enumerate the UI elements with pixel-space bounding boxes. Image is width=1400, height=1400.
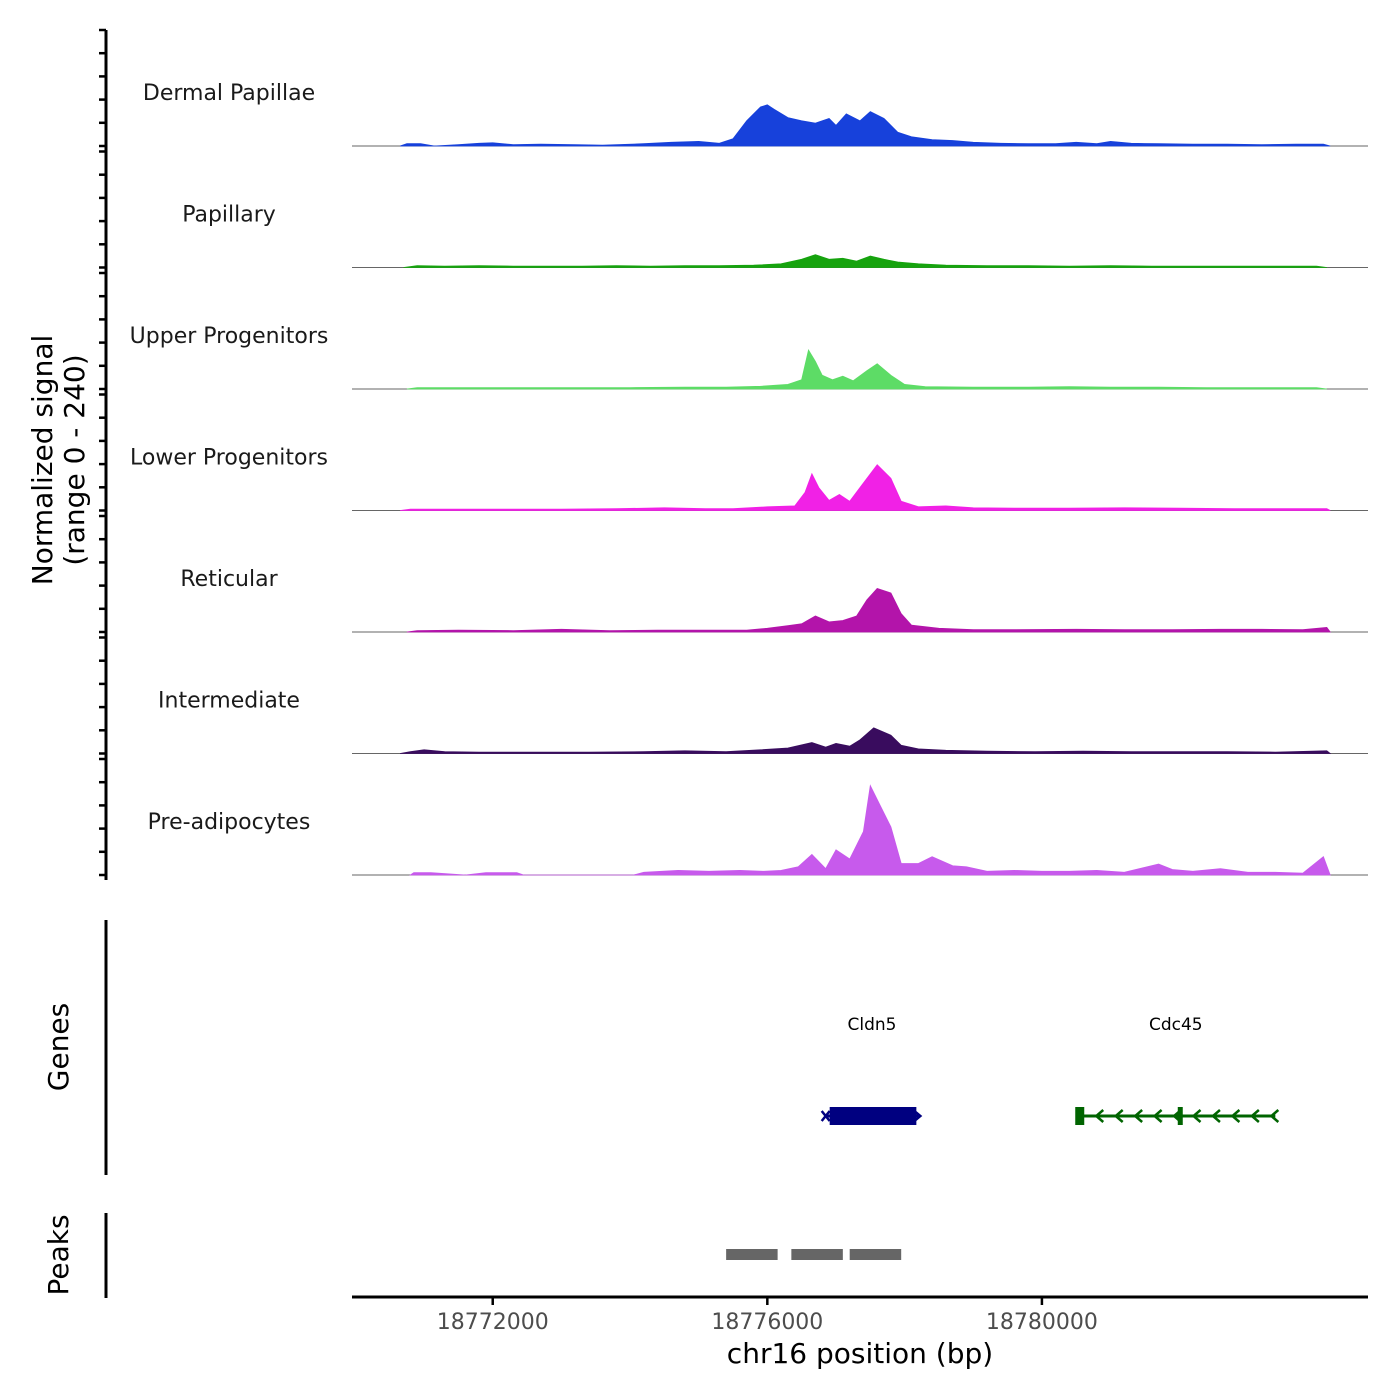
peak-track: [726, 1249, 902, 1260]
coverage-area-papillary: [403, 254, 1327, 268]
gene-strand-arrow: [1172, 1109, 1182, 1123]
track-label-upper-progenitors: Upper Progenitors: [130, 324, 329, 349]
track-label-dermal-papillae: Dermal Papillae: [143, 81, 315, 106]
track-lower-progenitors: Lower Progenitors: [130, 446, 1368, 511]
track-label-papillary: Papillary: [182, 203, 276, 228]
track-pre-adipocytes: Pre-adipocytes: [148, 784, 1368, 876]
gene-strand-marker: [820, 1110, 831, 1122]
track-dermal-papillae: Dermal Papillae: [143, 81, 1368, 147]
gene-strand-arrow: [1211, 1109, 1221, 1123]
coverage-area-pre-adipocytes: [409, 784, 1331, 876]
track-upper-progenitors: Upper Progenitors: [130, 324, 1368, 390]
gene-track: Cldn5 Cdc45: [820, 1015, 1280, 1125]
y-axis-title-line1: Normalized signal: [26, 335, 59, 586]
coverage-area-upper-progenitors: [406, 348, 1327, 390]
gene-strand-arrow: [1094, 1109, 1105, 1123]
coverage-area-lower-progenitors: [400, 464, 1331, 511]
gene-strand-arrow: [1249, 1109, 1260, 1123]
coverage-area-reticular: [406, 588, 1331, 633]
gene-strand-arrow: [913, 1110, 923, 1122]
gene-strand-arrow: [1191, 1109, 1202, 1123]
coverage-tracks: Dermal Papillae Papillary Upper Progenitor…: [130, 81, 1368, 876]
track-reticular: Reticular: [180, 567, 1368, 633]
x-tick-label: 18780000: [986, 1310, 1098, 1335]
x-tick-label: 18776000: [711, 1310, 823, 1335]
axes: 18772000 18776000 18780000: [99, 28, 1368, 1335]
gene-cdc45: Cdc45: [1075, 1015, 1280, 1125]
peak-region: [849, 1249, 902, 1260]
x-axis-title: chr16 position (bp): [727, 1337, 993, 1370]
gene-exon: [1075, 1107, 1085, 1125]
gene-cldn5: Cldn5: [820, 1015, 923, 1125]
track-label-intermediate: Intermediate: [158, 689, 300, 714]
y-axis-title-line2: (range 0 - 240): [58, 354, 91, 565]
coverage-area-dermal-papillae: [399, 104, 1331, 147]
track-intermediate: Intermediate: [158, 689, 1368, 754]
track-label-pre-adipocytes: Pre-adipocytes: [148, 810, 311, 835]
gene-exon: [829, 1107, 917, 1125]
coverage-area-intermediate: [400, 727, 1332, 754]
peak-region: [791, 1249, 843, 1260]
gene-label-cldn5: Cldn5: [848, 1015, 897, 1035]
gene-exon: [1177, 1107, 1183, 1125]
gene-label-cdc45: Cdc45: [1149, 1015, 1203, 1035]
peak-region: [726, 1249, 778, 1260]
track-label-reticular: Reticular: [180, 567, 278, 592]
track-label-lower-progenitors: Lower Progenitors: [130, 446, 328, 471]
genes-panel-label: Genes: [42, 1003, 75, 1091]
x-tick-label: 18772000: [437, 1310, 549, 1335]
gene-strand-arrow: [1230, 1109, 1241, 1123]
track-papillary: Papillary: [182, 203, 1368, 268]
peaks-panel-label: Peaks: [42, 1214, 75, 1295]
gene-strand-arrow: [1269, 1109, 1280, 1123]
gene-strand-arrow: [1152, 1109, 1163, 1123]
gene-strand-arrow: [1113, 1109, 1124, 1123]
gene-strand-arrow: [1133, 1109, 1143, 1123]
